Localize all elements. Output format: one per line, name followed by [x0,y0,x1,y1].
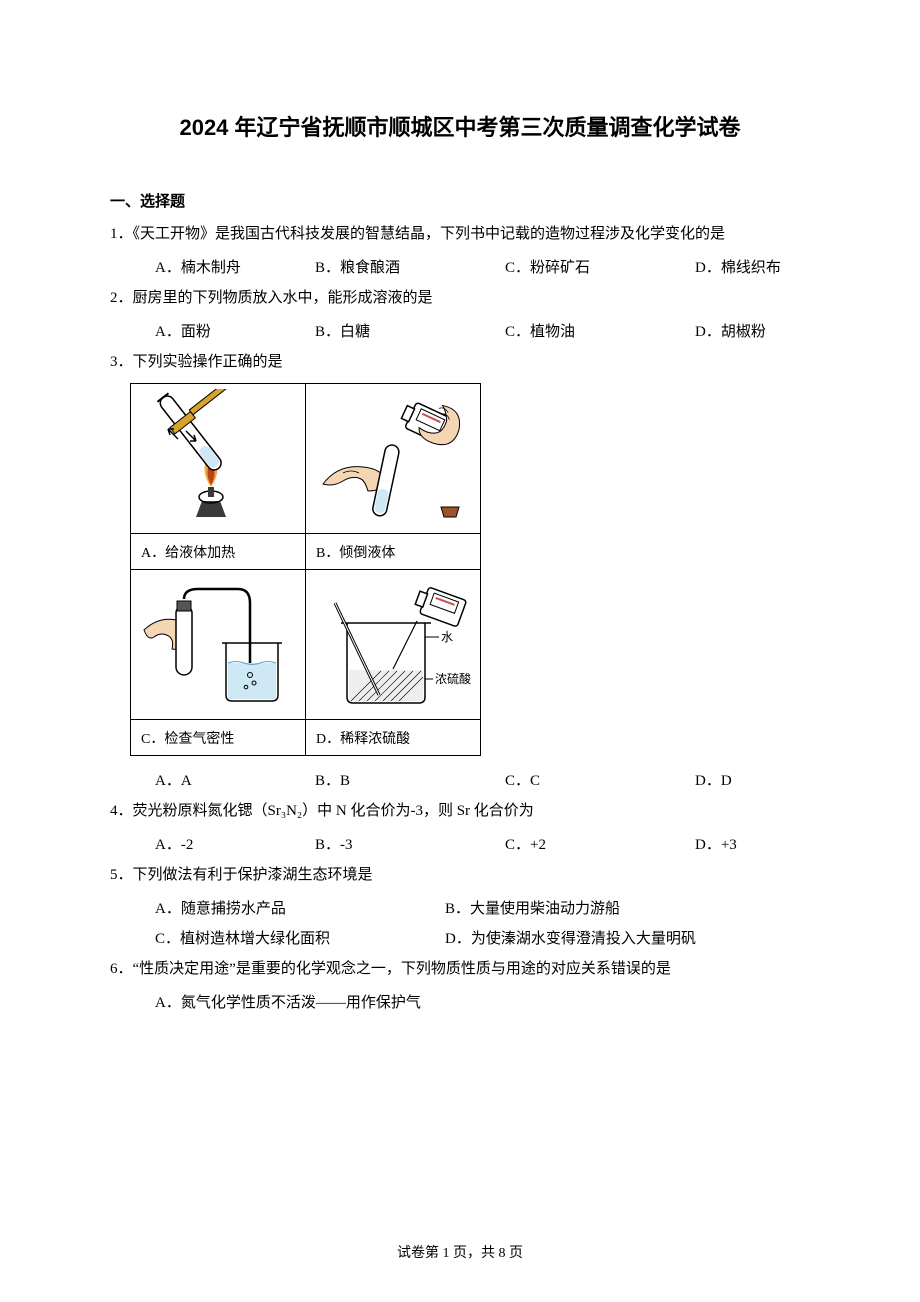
q1-optD: D．棉线织布 [695,253,825,283]
q3-optC: C．C [505,766,695,796]
section-header: 一、选择题 [110,190,810,211]
q4-optD: D．+3 [695,830,825,860]
page-footer: 试卷第 1 页，共 8 页 [0,1242,920,1262]
q1-optC: C．粉碎矿石 [505,253,695,283]
page-title: 2024 年辽宁省抚顺市顺城区中考第三次质量调查化学试卷 [110,110,810,142]
q4-stem: 4．荧光粉原料氮化锶（Sr₃N₂）中 N 化合价为-3，则 Sr 化合价为 [110,796,810,826]
q3-img-b [306,384,481,534]
q1-stem: 1．《天工开物》是我国古代科技发展的智慧结晶，下列书中记载的造物过程涉及化学变化… [110,219,810,249]
q3-img-c [131,570,306,720]
heating-liquid-icon [138,389,298,529]
q1-optA: A．楠木制舟 [155,253,315,283]
q3-cell-a: A．给液体加热 [131,534,306,570]
q2-options: A．面粉 B．白糖 C．植物油 D．胡椒粉 [110,317,810,347]
q5-optB: B．大量使用柴油动力游船 [445,894,810,924]
q2-optB: B．白糖 [315,317,505,347]
q4-optB: B．-3 [315,830,505,860]
q1-optB: B．粮食酿酒 [315,253,505,283]
q6-stem: 6．“性质决定用途”是重要的化学观念之一，下列物质性质与用途的对应关系错误的是 [110,954,810,984]
q2-stem: 2．厨房里的下列物质放入水中，能形成溶液的是 [110,283,810,313]
q3-img-d: 水 浓硫酸 [306,570,481,720]
q3-optD: D．D [695,766,825,796]
q3-cell-d: D．稀释浓硫酸 [306,720,481,756]
q4-options: A．-2 B．-3 C．+2 D．+3 [110,830,810,860]
water-label: 水 [441,630,453,644]
q4-optC: C．+2 [505,830,695,860]
q3-img-a [131,384,306,534]
q5-options: A．随意捕捞水产品 B．大量使用柴油动力游船 C．植树造林增大绿化面积 D．为使… [110,894,810,954]
q3-options: A．A B．B C．C D．D [110,766,810,796]
dilute-acid-icon: 水 浓硫酸 [313,575,473,715]
q6-optA: A．氮气化学性质不活泼——用作保护气 [110,988,810,1018]
pouring-liquid-icon [313,389,473,529]
q3-stem: 3．下列实验操作正确的是 [110,347,810,377]
q2-optA: A．面粉 [155,317,315,347]
q5-stem: 5．下列做法有利于保护漆湖生态环境是 [110,860,810,890]
q2-optD: D．胡椒粉 [695,317,825,347]
q3-table: A．给液体加热 B．倾倒液体 水 浓硫酸 C [130,383,481,756]
q2-optC: C．植物油 [505,317,695,347]
acid-label: 浓硫酸 [435,671,471,686]
q5-optD: D．为使溱湖水变得澄清投入大量明矾 [445,924,810,954]
q4-optA: A．-2 [155,830,315,860]
q3-optB: B．B [315,766,505,796]
q5-optA: A．随意捕捞水产品 [155,894,445,924]
q3-optA: A．A [155,766,315,796]
airtightness-icon [138,575,298,715]
q3-cell-b: B．倾倒液体 [306,534,481,570]
q3-cell-c: C．检查气密性 [131,720,306,756]
q5-optC: C．植树造林增大绿化面积 [155,924,445,954]
q1-options: A．楠木制舟 B．粮食酿酒 C．粉碎矿石 D．棉线织布 [110,253,810,283]
